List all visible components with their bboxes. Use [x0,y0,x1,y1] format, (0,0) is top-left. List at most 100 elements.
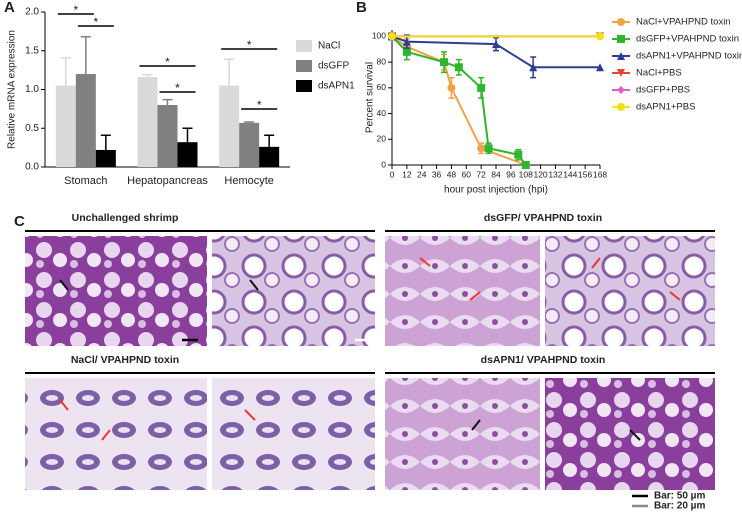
histology-image [25,236,207,346]
marker [440,58,448,67]
x-tick-label: 36 [432,169,442,179]
marker [617,18,625,26]
y-tick-label: 0.0 [25,162,39,173]
bar [157,105,178,167]
image-title: dsAPN1/ VPAHPND toxin [481,354,606,366]
histology-image [545,378,715,490]
image-title: Unchallenged shrimp [72,212,179,224]
x-tick-label: 24 [417,169,427,179]
marker [617,103,625,111]
significance-label: * [93,15,98,29]
significance-label: * [73,3,78,17]
bar [95,149,116,167]
marker [402,47,411,56]
y-axis-label: Percent survival [365,62,376,133]
x-tick-label: 0 [390,169,395,179]
error-bar [224,58,235,86]
x-tick-label: 84 [491,169,501,179]
scale-bar-label: Bar: 20 µm [654,501,705,512]
x-tick-label: 108 [519,169,533,179]
x-tick-label: Hemocyte [224,175,274,187]
marker [477,83,486,92]
histology-image [25,378,207,490]
y-tick-label: 100 [372,31,386,41]
y-tick-label: 0 [381,159,386,169]
marker [402,37,411,46]
legend-label: NaCl+VPAHPND toxin [636,17,731,28]
error-bar [142,74,153,78]
legend-swatch [296,60,312,72]
error-bar [80,36,91,74]
y-tick-label: 1.0 [25,84,39,95]
legend-label: dsAPN1 [318,81,355,92]
y-tick-label: 60 [377,82,387,92]
marker [617,35,625,43]
legend-label: NaCl [318,41,340,52]
legend-label: dsAPN1+VPAHPND toxin [636,51,742,62]
histology-image [545,236,715,346]
significance-label: * [175,81,180,95]
x-tick-label: 96 [506,169,516,179]
bar [259,146,280,167]
marker [617,86,625,94]
arrows [59,279,641,441]
marker [447,83,456,92]
legend-swatch [296,40,312,52]
marker [477,144,486,153]
error-bar [162,98,173,105]
x-tick-label: 72 [476,169,486,179]
marker [596,63,604,72]
series-line [391,35,527,166]
legend-label: dsGFP+VPAHPND toxin [636,34,739,45]
marker [529,63,538,72]
x-tick-label: 144 [563,169,577,179]
legend-label: dsGFP [318,61,349,72]
x-axis-label: hour post injection (hpi) [444,185,548,196]
marker [617,52,625,60]
error-bar [60,56,71,86]
y-tick-label: 40 [377,108,387,118]
x-tick-label: 12 [402,169,412,179]
x-tick-label: 132 [548,169,562,179]
histology-image [385,236,540,346]
bar [137,77,158,167]
bar [55,85,76,167]
x-tick-label: 120 [533,169,547,179]
x-tick-label: Stomach [64,175,107,187]
x-tick-label: 60 [462,169,472,179]
y-tick-label: 0.5 [25,123,39,134]
y-tick-label: 80 [377,56,387,66]
marker [617,69,625,77]
scale-bar-label: Bar: 50 µm [654,491,705,502]
bar [177,142,198,167]
series-line [391,35,527,166]
marker [388,32,396,41]
error-bar [182,127,193,143]
histology-image [212,378,375,490]
legend-label: NaCl+PBS [636,68,682,79]
x-tick-label: 156 [578,169,592,179]
error-bar [100,134,111,150]
x-tick-label: 48 [447,169,457,179]
marker [484,144,493,153]
y-tick-label: 2.0 [25,7,39,18]
marker [596,32,604,41]
panel-label: A [4,0,15,16]
bar [75,74,96,167]
bar [239,122,260,167]
significance-label: * [257,98,262,112]
image-title: dsGFP/ VPAHPND toxin [484,212,602,224]
x-tick-label: Hepatopancreas [127,175,208,187]
y-axis-label: Relative mRNA expression [7,30,18,149]
image-title: NaCl/ VPAHPND toxin [71,354,179,366]
histology-image [212,236,375,346]
significance-label: * [165,55,170,69]
legend-label: dsGFP+PBS [636,85,690,96]
significance-label: * [247,38,252,52]
y-tick-label: 20 [377,134,387,144]
marker [454,63,463,72]
error-bar [244,121,255,123]
marker [521,161,530,169]
marker [492,40,500,49]
